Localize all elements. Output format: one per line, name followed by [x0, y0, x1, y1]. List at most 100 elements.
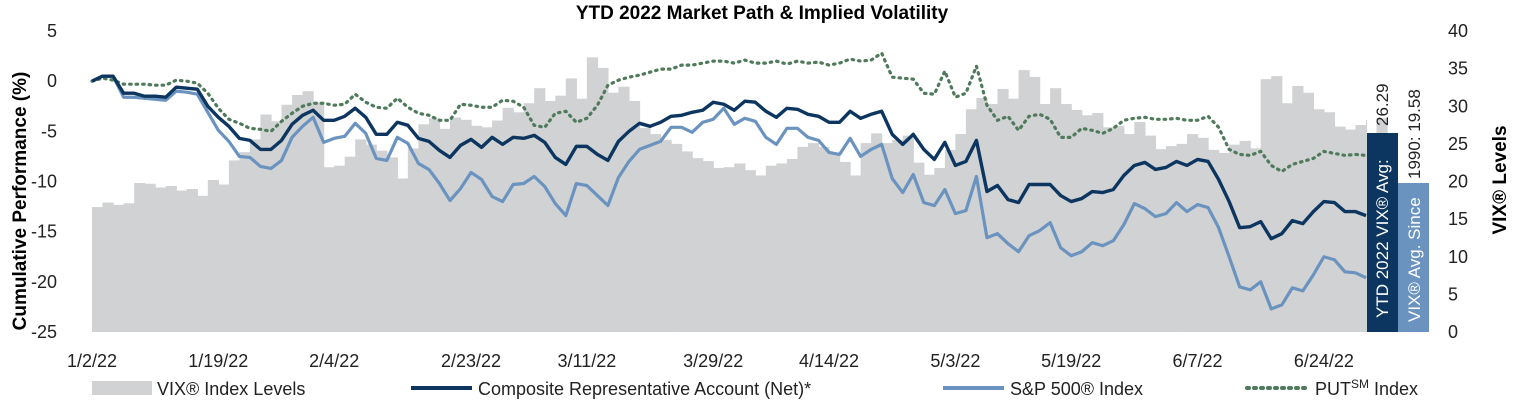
vix-bar: [744, 170, 756, 332]
vix-bar: [723, 167, 735, 332]
vix-bar: [523, 103, 535, 333]
vix-bar: [902, 135, 914, 332]
vix-bar: [449, 117, 462, 332]
vix-bar: [702, 161, 714, 332]
vix-bar: [639, 128, 651, 332]
vix-bar: [1313, 109, 1325, 332]
ytd-vix-average-label: YTD 2022 VIX® Avg:: [1373, 159, 1392, 318]
legend-put-superscript: SM: [1351, 377, 1369, 391]
vix-bar: [1155, 149, 1167, 332]
since-1990-vix-average-value: 1990: 19.58: [1405, 89, 1424, 179]
x-tick-label: 6/24/22: [1294, 351, 1354, 371]
y-right-tick-label: 40: [1448, 21, 1468, 41]
chart-title: YTD 2022 Market Path & Implied Volatilit…: [576, 3, 949, 24]
vix-bar: [513, 112, 525, 333]
vix-bar: [302, 91, 314, 332]
vix-bar: [829, 153, 841, 332]
vix-bar: [1302, 92, 1314, 332]
vix-bar: [734, 163, 746, 332]
vix-bar: [481, 127, 493, 332]
vix-bar: [586, 57, 598, 333]
vix-bar: [1281, 103, 1293, 333]
vix-bar: [923, 174, 935, 332]
vix-bar: [376, 150, 388, 332]
vix-bar: [1366, 119, 1367, 332]
legend-put-suffix: Index: [1369, 379, 1418, 399]
ytd-vix-average-badge: YTD 2022 VIX® Avg: 26.29: [1367, 83, 1398, 332]
vix-bar: [113, 204, 125, 332]
since-1990-vix-average-badge: VIX® Avg. Since 1990: 19.58: [1398, 89, 1429, 332]
vix-bar: [892, 140, 904, 332]
vix-bar: [249, 139, 262, 332]
vix-bar: [807, 143, 820, 332]
y-left-tick-label: -20: [31, 272, 57, 292]
vix-bar: [155, 187, 167, 332]
vix-bar: [660, 140, 672, 332]
vix-bar: [92, 207, 104, 332]
vix-bar: [1081, 115, 1093, 332]
vix-bar: [102, 202, 114, 332]
y-left-axis-label: Cumulative Performance (%): [10, 72, 31, 331]
y-right-tick-labels: 40 35 30 25 20 15 10 5 0: [1448, 21, 1468, 342]
vix-bar: [1208, 149, 1220, 332]
vix-bar: [1092, 113, 1104, 333]
vix-bar: [1334, 126, 1346, 332]
vix-bar: [313, 102, 325, 333]
vix-bar: [1323, 112, 1336, 333]
vix-bar: [1060, 103, 1072, 333]
y-right-tick-label: 0: [1448, 322, 1458, 342]
vix-bar: [218, 184, 230, 332]
vix-bar: [986, 103, 999, 333]
vix-bar: [965, 109, 978, 332]
x-tick-label: 6/7/22: [1172, 351, 1222, 371]
vix-bar: [407, 148, 419, 332]
vix-bar: [292, 94, 304, 333]
vix-bar: [492, 120, 504, 332]
y-right-tick-label: 10: [1448, 247, 1468, 267]
vix-bar: [850, 175, 862, 332]
vix-bar: [134, 183, 146, 332]
vix-bar: [1344, 129, 1357, 332]
vix-bar: [1187, 134, 1199, 332]
vix-bar: [428, 118, 441, 332]
vix-bar: [165, 186, 177, 332]
vix-bar: [365, 144, 377, 332]
vix-bar: [197, 195, 209, 332]
vix-bar: [1102, 127, 1114, 332]
vix-bar: [418, 124, 430, 332]
vix-bar: [228, 160, 241, 332]
vix-bar: [1260, 79, 1272, 332]
vix-bar: [913, 162, 925, 332]
ytd-vix-average-value: 26.29: [1373, 83, 1392, 126]
vix-bar: [1123, 134, 1135, 332]
vix-bar: [1018, 70, 1030, 332]
vix-bar: [1229, 144, 1241, 332]
y-left-tick-label: -10: [31, 172, 57, 192]
vix-bar: [776, 163, 788, 332]
x-tick-label: 1/19/22: [188, 351, 248, 371]
vix-bar: [1134, 122, 1146, 332]
vix-bar: [997, 88, 1009, 332]
vix-bar: [260, 114, 272, 332]
vix-bar: [860, 143, 872, 332]
x-tick-label: 3/11/22: [558, 351, 617, 371]
since-1990-vix-average-bar: [1398, 183, 1429, 332]
vix-bar: [765, 165, 777, 332]
vix-bar: [839, 161, 851, 332]
vix-bar: [1113, 125, 1125, 332]
vix-bar: [1039, 103, 1051, 333]
y-right-tick-label: 30: [1448, 96, 1468, 116]
legend-composite-label: Composite Representative Account (Net)*: [478, 379, 811, 399]
vix-bar: [1071, 110, 1083, 332]
vix-bar: [502, 107, 514, 332]
vix-bar: [323, 167, 335, 332]
vix-bar: [471, 125, 483, 332]
y-left-tick-label: 5: [47, 21, 57, 41]
vix-bar: [186, 189, 198, 332]
vix-bar: [797, 146, 809, 332]
vix-bar: [607, 92, 620, 332]
vix-bar: [281, 104, 293, 332]
vix-bar: [460, 119, 472, 332]
y-left-tick-labels: 5 0 -5 -10 -15 -20 -25: [31, 21, 57, 342]
